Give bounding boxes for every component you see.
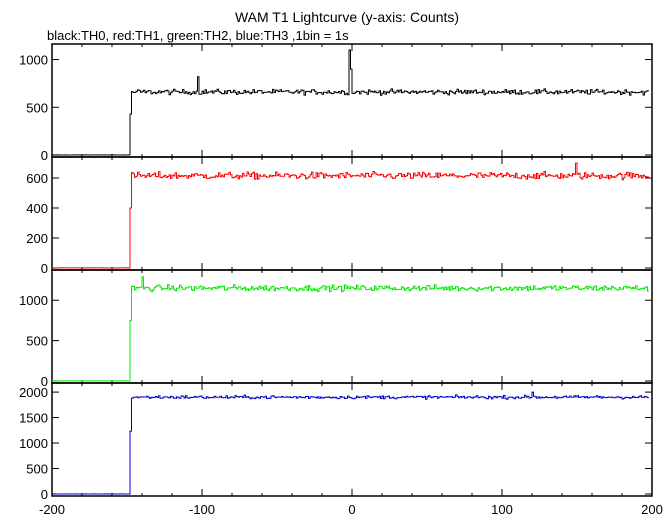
chart-subtitle: black:TH0, red:TH1, green:TH2, blue:TH3 … — [47, 28, 349, 43]
panel-th0: 0 500 1000 — [19, 43, 653, 163]
y-tick-label: 500 — [26, 462, 48, 477]
y-tick-label: 1000 — [19, 53, 48, 68]
y-tick-label: 1000 — [19, 436, 48, 451]
panels-group: 0500100002004006000500100005001000150020… — [19, 43, 663, 515]
series-line-th3 — [52, 391, 649, 495]
y-tick-label: 600 — [26, 171, 48, 186]
series-line-th2 — [52, 276, 649, 382]
x-tick-label: -100 — [189, 502, 215, 515]
y-tick-label: 200 — [26, 231, 48, 246]
chart-title: WAM T1 Lightcurve (y-axis: Counts) — [235, 9, 459, 25]
panel-th2: 0 500 1000 — [19, 269, 653, 389]
series-line-th1 — [52, 162, 649, 269]
y-tick-label: 500 — [26, 100, 48, 115]
y-tick-label: 0 — [41, 374, 48, 389]
y-tick-label: 500 — [26, 334, 48, 349]
y-tick-label: 0 — [41, 148, 48, 163]
y-tick-label: 400 — [26, 201, 48, 216]
panel-th1: 0 200 400 600 — [26, 156, 653, 276]
panel-th3: 0 500 1000 1500 2000 — [19, 382, 653, 502]
y-tick-label: 0 — [41, 261, 48, 276]
y-tick-label: 2000 — [19, 385, 48, 400]
y-tick-label: 0 — [41, 487, 48, 502]
x-tick-label: 100 — [491, 502, 513, 515]
panel-frame — [51, 43, 653, 158]
x-tick-label: 0 — [348, 502, 355, 515]
x-tick-label: 200 — [641, 502, 663, 515]
y-tick-label: 1500 — [19, 411, 48, 426]
x-tick-label: -200 — [39, 502, 65, 515]
panel-frame — [51, 382, 653, 497]
y-tick-label: 1000 — [19, 293, 48, 308]
series-line-th0 — [52, 49, 649, 156]
